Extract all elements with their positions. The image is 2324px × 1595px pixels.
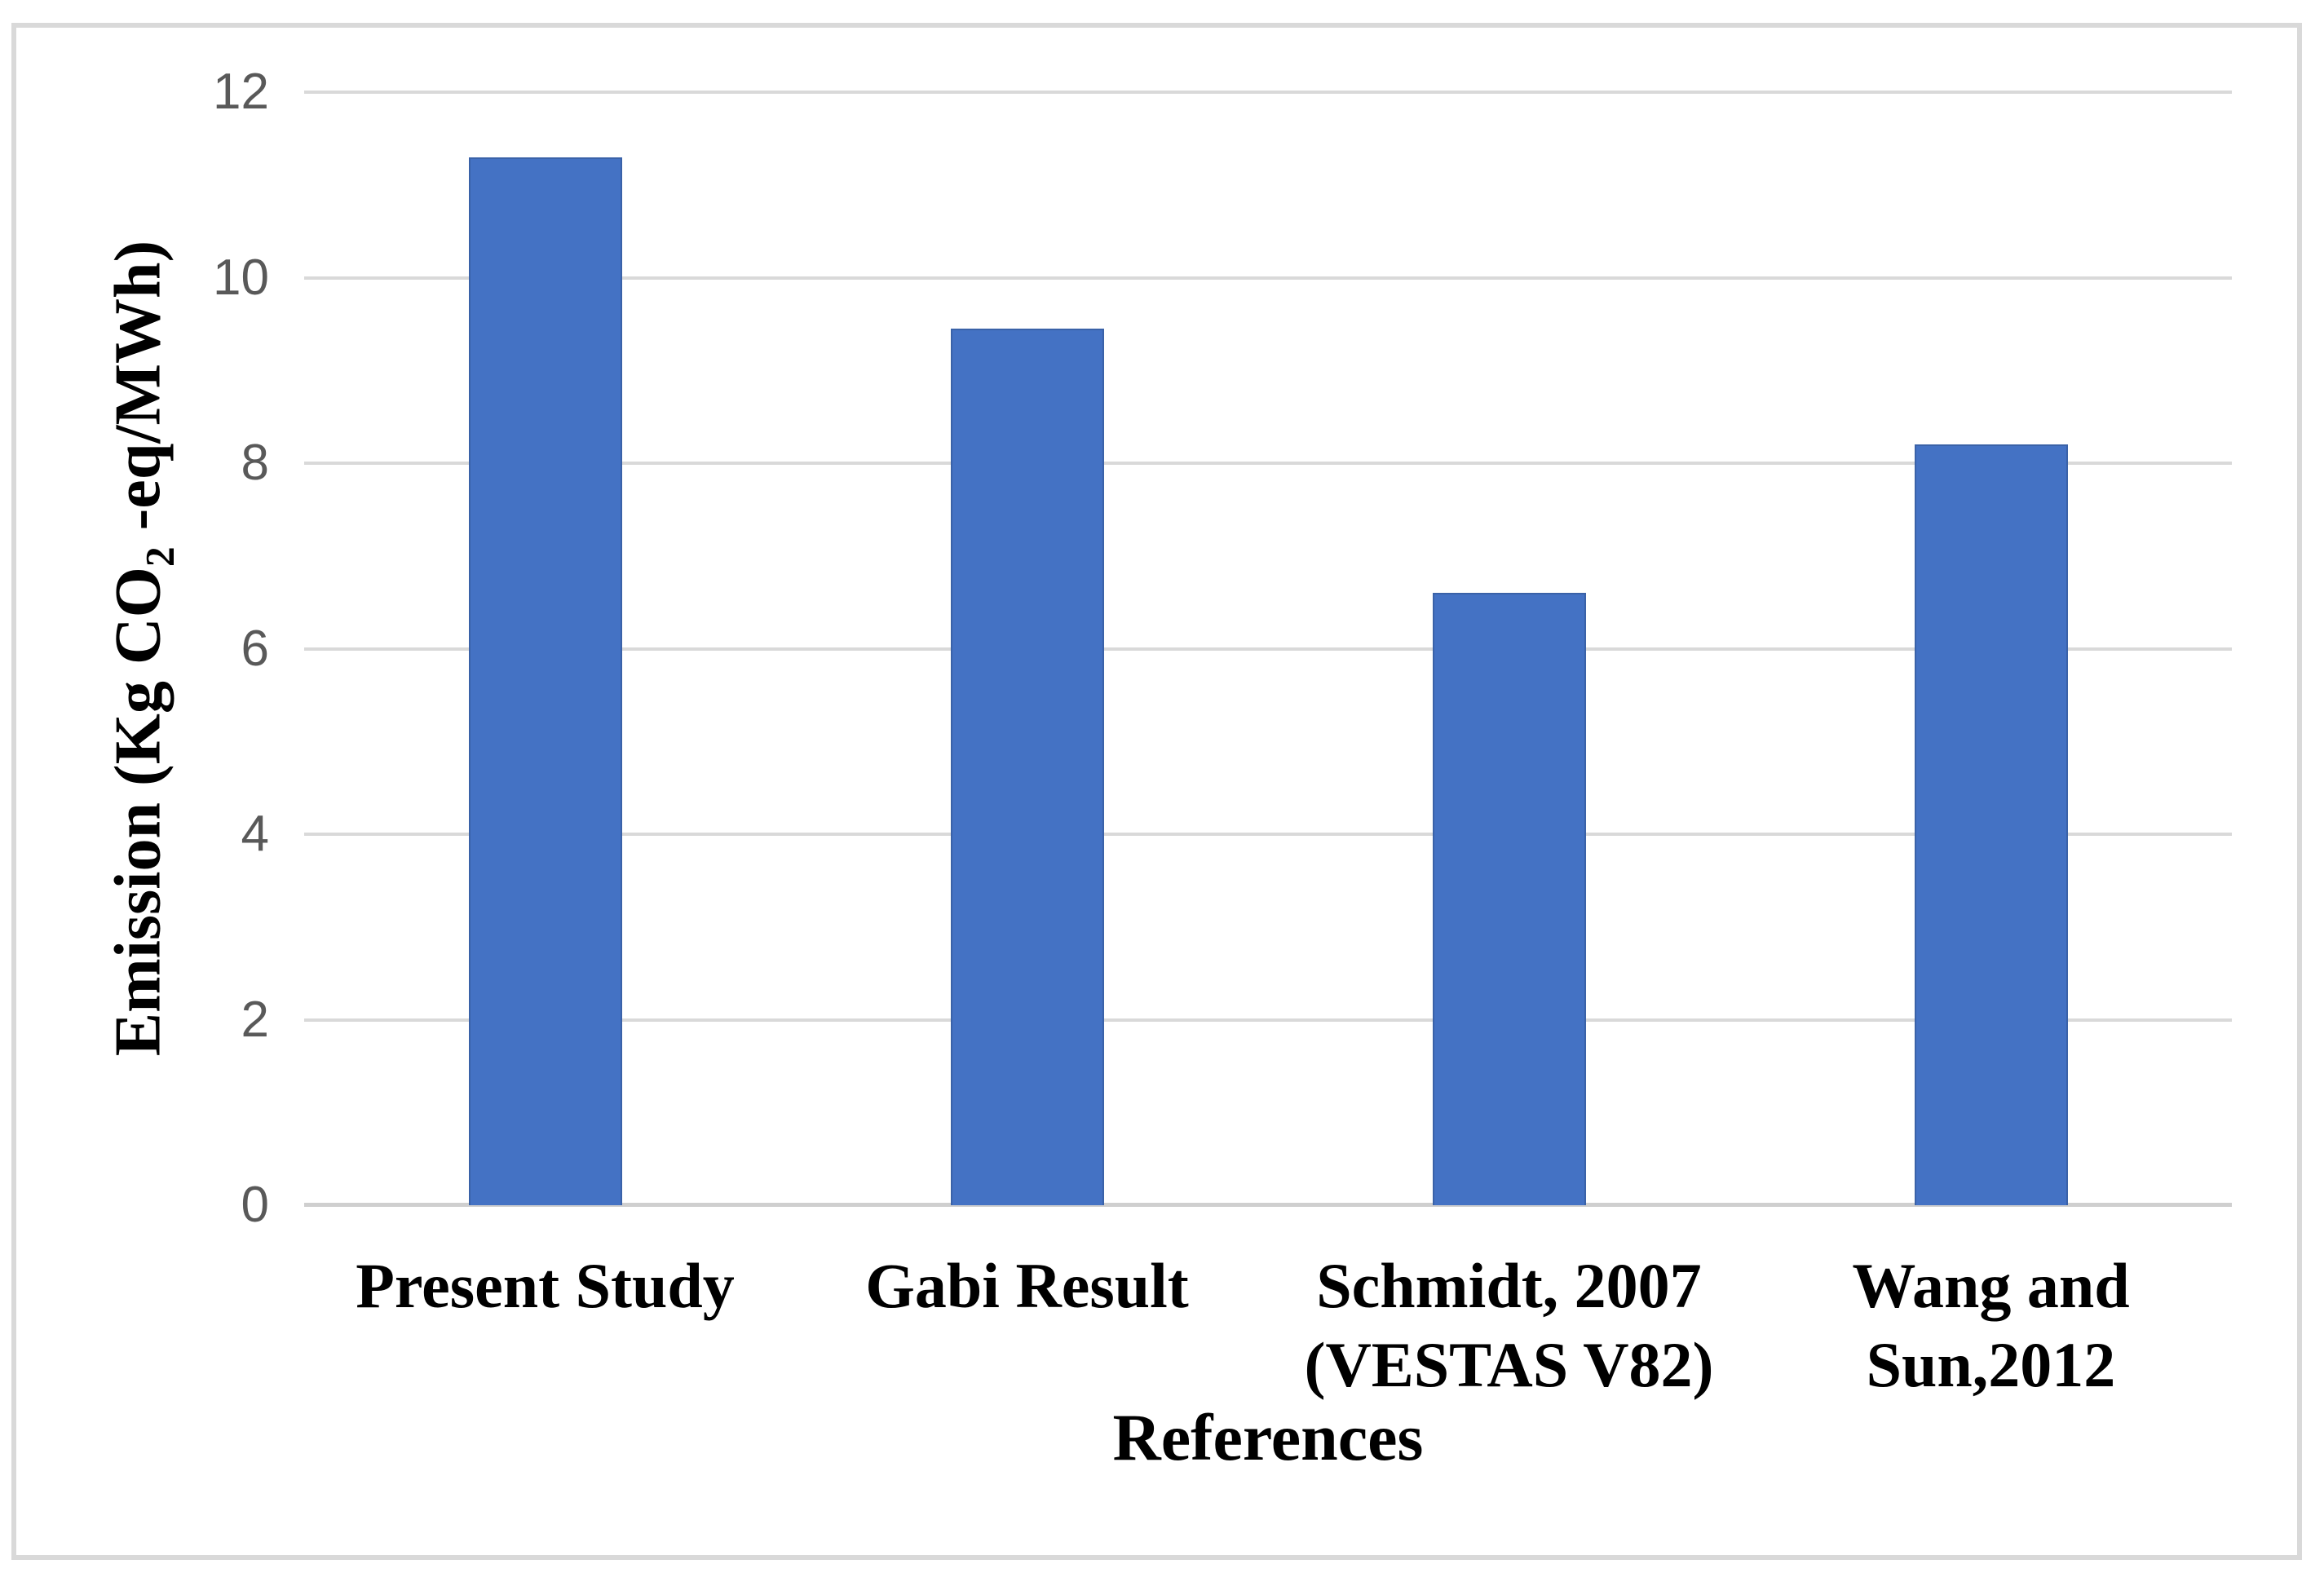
- category-label-line: Wang and: [1852, 1250, 2130, 1321]
- y-tick-label-6: 6: [241, 620, 269, 677]
- category-label-line: Schmidt, 2007: [1316, 1250, 1702, 1321]
- category-label-line: (VESTAS V82): [1304, 1329, 1714, 1400]
- bar-gabi-result: [950, 329, 1104, 1205]
- y-tick-label-12: 12: [213, 64, 269, 120]
- bar-slot-wang-and-sun-2012: [1750, 92, 2232, 1205]
- gridline-8: [304, 462, 2232, 465]
- x-axis-category-labels: Present Study Gabi Result Schmidt, 2007 …: [304, 1246, 2232, 1404]
- y-tick-label-10: 10: [213, 249, 269, 306]
- category-label-line: Gabi Result: [865, 1250, 1189, 1321]
- x-axis-title: References: [1112, 1400, 1424, 1474]
- bar-wang-and-sun-2012: [1914, 444, 2068, 1205]
- bar-slot-gabi-result: [786, 92, 1268, 1205]
- bar-present-study: [468, 157, 622, 1205]
- category-label-schmidt-2007: Schmidt, 2007 (VESTAS V82): [1268, 1246, 1750, 1404]
- gridline-10: [304, 276, 2232, 280]
- y-axis-ticks: 0 2 4 6 8 10 12: [0, 64, 269, 1233]
- gridline-12: [304, 91, 2232, 94]
- plot-area: [304, 91, 2232, 1207]
- category-label-line: Sun,2012: [1866, 1329, 2116, 1400]
- y-tick-label-2: 2: [241, 991, 269, 1048]
- bar-slot-schmidt-2007: [1268, 92, 1750, 1205]
- gridline-6: [304, 647, 2232, 651]
- bar-schmidt-2007: [1432, 593, 1586, 1205]
- category-label-present-study: Present Study: [304, 1246, 786, 1404]
- gridline-4: [304, 833, 2232, 837]
- y-tick-label-0: 0: [241, 1177, 269, 1233]
- y-tick-label-4: 4: [241, 806, 269, 863]
- bar-slot-present-study: [304, 92, 786, 1205]
- category-label-gabi-result: Gabi Result: [786, 1246, 1268, 1404]
- y-tick-label-8: 8: [241, 435, 269, 491]
- gridline-2: [304, 1018, 2232, 1022]
- gridline-0-baseline: [304, 1203, 2232, 1207]
- bars-container: [304, 92, 2232, 1205]
- category-label-wang-and-sun-2012: Wang and Sun,2012: [1750, 1246, 2232, 1404]
- category-label-line: Present Study: [356, 1250, 735, 1321]
